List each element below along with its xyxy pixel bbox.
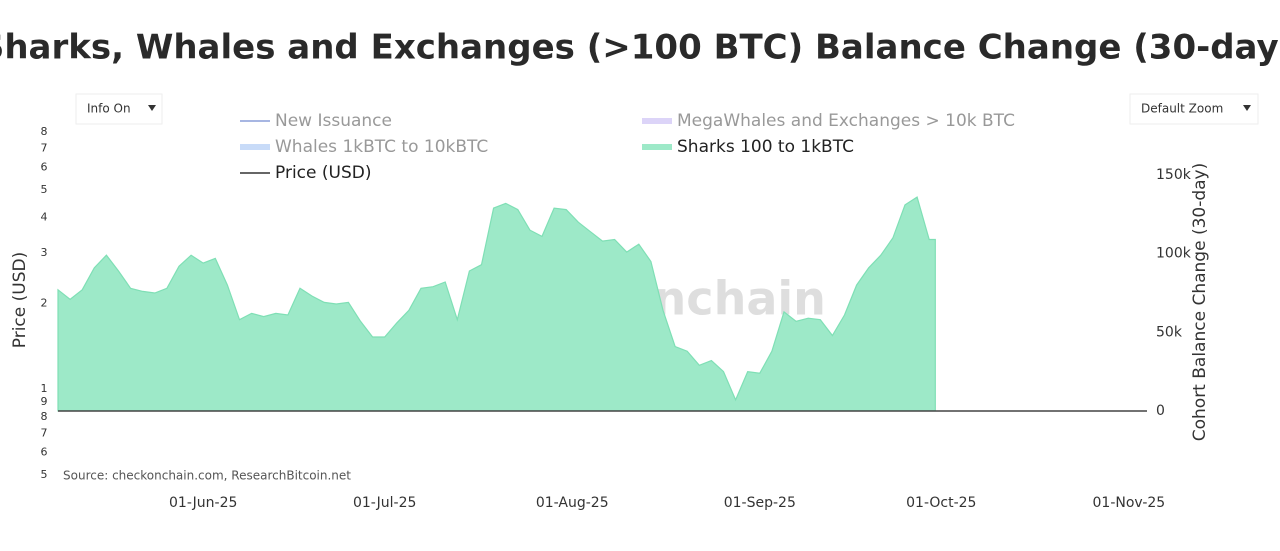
y-tick-label: 1 (41, 382, 48, 395)
y2-tick-label: 100k (1156, 246, 1192, 262)
source-note: Source: checkonchain.com, ResearchBitcoi… (63, 469, 351, 483)
y2-tick-label: 50k (1156, 324, 1183, 340)
zoom-dropdown[interactable] (1129, 93, 1259, 125)
legend-label[interactable]: Whales 1kBTC to 10kBTC (275, 137, 488, 157)
y-tick-label: 9 (41, 395, 48, 408)
y-tick-label: 6 (41, 160, 48, 173)
chart-title: Sharks, Whales and Exchanges (>100 BTC) … (0, 28, 1280, 68)
y-tick-label: 7 (41, 426, 48, 439)
legend-label[interactable]: MegaWhales and Exchanges > 10k BTC (677, 111, 1015, 131)
x-tick-label: 01-Nov-25 (1093, 495, 1166, 511)
y-tick-label: 5 (41, 183, 48, 196)
x-tick-label: 01-Jun-25 (169, 495, 237, 511)
dropdown-arrow (148, 105, 156, 111)
x-tick-label: 01-Sep-25 (724, 495, 796, 511)
y-tick-label: 5 (41, 468, 48, 481)
y-tick-label: 6 (41, 445, 48, 458)
zoom-label[interactable]: Default Zoom (1141, 102, 1223, 116)
info-dropdown[interactable] (75, 93, 163, 125)
y-axis-title: Price (USD) (10, 252, 30, 348)
x-tick-label: 01-Aug-25 (536, 495, 609, 511)
x-tick-label: 01-Jul-25 (353, 495, 416, 511)
y2-tick-label: 0 (1156, 403, 1165, 419)
y2-tick-label: 150k (1156, 167, 1192, 183)
x-tick-label: 01-Oct-25 (906, 495, 976, 511)
y-tick-label: 2 (41, 296, 48, 309)
y2-axis-title: Cohort Balance Change (30-day) (1190, 163, 1210, 442)
y-tick-label: 7 (41, 141, 48, 154)
legend-label[interactable]: New Issuance (275, 111, 392, 131)
info-label[interactable]: Info On (87, 102, 131, 116)
y-tick-label: 8 (41, 410, 48, 423)
legend-label[interactable]: Price (USD) (275, 163, 371, 183)
legend-label[interactable]: Sharks 100 to 1kBTC (677, 137, 854, 157)
dropdown-arrow (1243, 105, 1251, 111)
area (57, 196, 936, 412)
y-tick-label: 3 (41, 246, 48, 259)
y-tick-label: 4 (41, 211, 48, 224)
y-tick-label: 8 (41, 125, 48, 138)
